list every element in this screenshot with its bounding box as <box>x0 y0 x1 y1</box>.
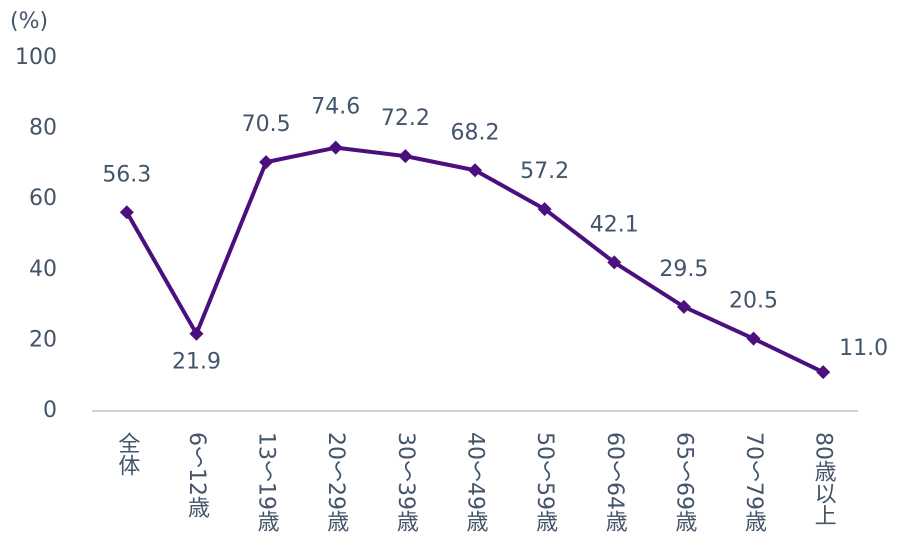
marker <box>189 326 204 341</box>
y-axis-unit: (%) <box>10 9 48 34</box>
x-tick-label: 全体 <box>114 432 140 476</box>
marker <box>537 202 552 217</box>
data-label: 72.2 <box>381 106 430 131</box>
y-tick-label: 0 <box>43 398 57 423</box>
x-tick-label: 20～29歳 <box>323 432 349 532</box>
data-label: 74.6 <box>311 95 360 120</box>
data-label: 68.2 <box>451 120 500 145</box>
marker <box>468 163 482 178</box>
data-label: 20.5 <box>729 289 778 314</box>
marker <box>816 365 831 380</box>
marker <box>607 255 622 270</box>
x-tick-label: 65～69歳 <box>671 432 697 532</box>
x-tick-label: 6～12歳 <box>184 432 210 518</box>
data-label: 57.2 <box>520 159 569 184</box>
x-tick-label: 60～64歳 <box>602 432 628 532</box>
x-tick-label: 50～59歳 <box>532 432 558 532</box>
x-tick-label: 40～49歳 <box>463 432 489 532</box>
data-label: 42.1 <box>590 212 639 237</box>
y-tick-label: 80 <box>29 116 57 141</box>
data-label: 29.5 <box>659 257 708 282</box>
marker <box>398 149 413 164</box>
data-label: 70.5 <box>242 112 291 137</box>
marker <box>328 140 343 155</box>
marker <box>119 205 134 220</box>
x-tick-label: 80歳以上 <box>811 432 837 526</box>
x-tick-label: 30～39歳 <box>393 432 419 532</box>
x-tick-label: 70～79歳 <box>741 432 767 532</box>
data-label: 11.0 <box>839 336 888 361</box>
y-tick-label: 40 <box>29 257 57 282</box>
x-tick-label: 13～19歳 <box>254 432 280 532</box>
line <box>125 145 825 374</box>
marker <box>259 155 274 170</box>
y-tick-label: 60 <box>29 186 57 211</box>
y-tick-label: 100 <box>15 45 57 70</box>
marker <box>746 331 761 346</box>
data-label: 21.9 <box>172 350 221 375</box>
data-label: 56.3 <box>102 162 151 187</box>
marker <box>676 299 691 314</box>
y-tick-label: 20 <box>29 327 57 352</box>
